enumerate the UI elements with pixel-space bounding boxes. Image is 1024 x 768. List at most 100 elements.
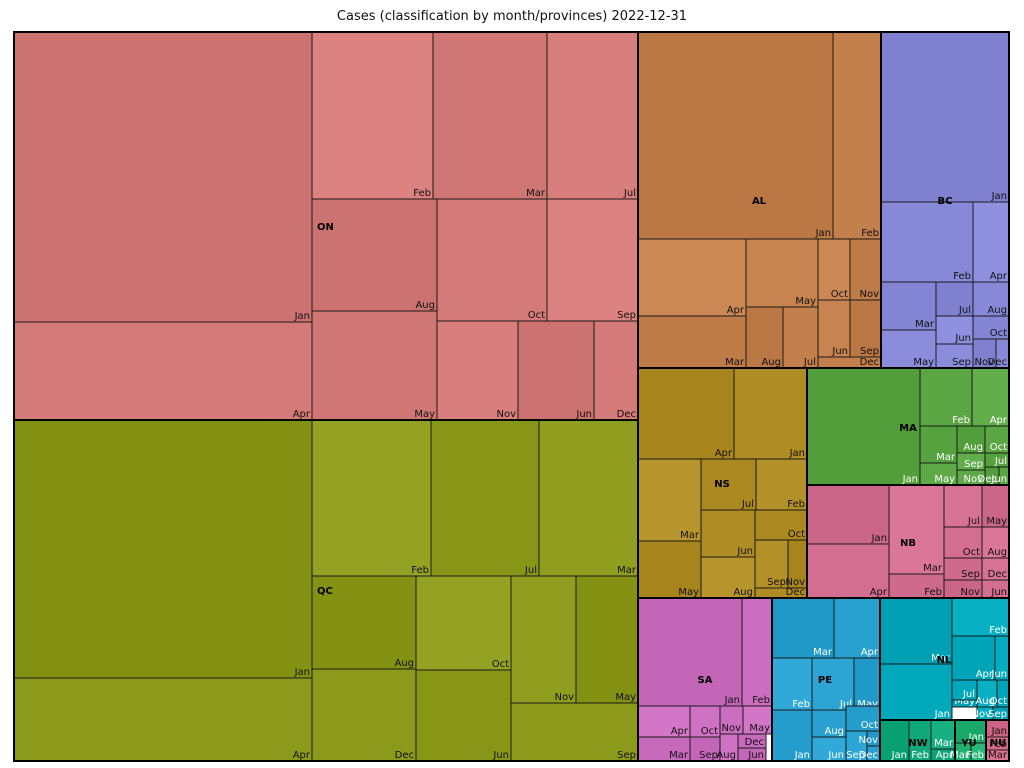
cell-on-mar bbox=[432, 31, 548, 200]
cell-label-bc-jun: Jun bbox=[954, 333, 971, 344]
cell-label-nu-feb: Feb bbox=[989, 739, 1007, 750]
cell-qc-feb bbox=[311, 419, 432, 577]
cell-al-may bbox=[745, 238, 819, 308]
cell-label-pe-may: May bbox=[857, 699, 878, 710]
cell-label-qc-feb: Feb bbox=[411, 565, 429, 576]
cell-label-bc-jul: Jul bbox=[958, 305, 971, 316]
cell-label-pe-jul: Jul bbox=[839, 699, 852, 710]
cell-label-nl-aug: Aug bbox=[975, 696, 995, 707]
cell-label-qc-jan: Jan bbox=[294, 667, 310, 678]
cell-bc-sep bbox=[935, 343, 974, 369]
province-label-al: AL bbox=[752, 196, 767, 207]
cell-ns-sep bbox=[754, 539, 789, 589]
cell-label-pe-dec: Dec bbox=[859, 750, 878, 761]
cell-label-qc-jul: Jul bbox=[524, 565, 537, 576]
province-sa: Jan Feb Apr Mar Oct Sep Nov May Dec Aug Jun SA bbox=[637, 597, 773, 762]
cell-label-al-jul: Jul bbox=[803, 357, 816, 368]
cell-ns-jul bbox=[700, 458, 757, 511]
cell-on-jul bbox=[546, 31, 639, 200]
cell-label-nb-dec: Dec bbox=[988, 569, 1007, 580]
cell-bc-feb bbox=[880, 201, 974, 283]
province-label-bc: BC bbox=[938, 196, 953, 207]
cell-label-bc-sep: Sep bbox=[952, 357, 971, 368]
cell-sa-oct bbox=[689, 705, 721, 738]
cell-al-apr bbox=[637, 238, 747, 317]
cell-ns-apr bbox=[637, 367, 735, 460]
cell-label-pe-oct: Oct bbox=[861, 720, 878, 731]
cell-on-nov bbox=[436, 320, 519, 421]
cell-label-ma-jul: Jul bbox=[994, 456, 1007, 467]
cell-label-ns-aug: Aug bbox=[733, 587, 753, 598]
cell-label-qc-mar: Mar bbox=[617, 565, 637, 576]
cell-nl-jan bbox=[879, 663, 953, 721]
province-label-on: ON bbox=[317, 222, 334, 233]
cell-label-pe-sep: Sep bbox=[846, 750, 865, 761]
cell-ma-mar bbox=[919, 425, 958, 464]
cell-label-ns-oct: Oct bbox=[788, 529, 805, 540]
cell-label-nw-mar: Mar bbox=[934, 738, 954, 749]
cell-al-nov bbox=[849, 238, 882, 301]
province-label-nl: NL bbox=[937, 655, 952, 666]
cell-nb-apr bbox=[806, 543, 890, 599]
cell-label-bc-dec: Dec bbox=[988, 357, 1007, 368]
cell-label-nl-feb: Feb bbox=[989, 625, 1007, 636]
cell-label-yu-feb: Feb bbox=[966, 750, 984, 761]
cell-label-ma-feb: Feb bbox=[952, 415, 970, 426]
cell-qc-may bbox=[575, 575, 639, 704]
cell-label-pe-nov: Nov bbox=[858, 735, 878, 746]
province-qc: Jan Apr Feb Jul Mar Aug Dec Oct Jun Nov May Sep QC bbox=[13, 419, 639, 762]
cell-label-ns-apr: Apr bbox=[715, 448, 733, 459]
cell-label-pe-jun: Jun bbox=[827, 750, 844, 761]
cell-label-pe-apr: Apr bbox=[861, 647, 879, 658]
province-label-nu: NU bbox=[990, 738, 1007, 749]
cell-label-qc-apr: Apr bbox=[293, 750, 311, 761]
cell-label-pe-feb: Feb bbox=[792, 699, 810, 710]
cell-qc-aug bbox=[311, 575, 417, 670]
cell-label-ma-oct: Oct bbox=[990, 442, 1007, 453]
cell-label-on-may: May bbox=[414, 409, 435, 420]
province-pe: Mar Apr Feb Jan Jul May Aug Jun Oct Sep Nov Dec PE bbox=[771, 597, 881, 762]
cell-label-nu-jan: Jan bbox=[991, 726, 1007, 737]
cell-ns-mar bbox=[637, 458, 702, 542]
cell-nw-jan bbox=[879, 719, 910, 762]
cell-qc-oct bbox=[415, 575, 512, 671]
cell-label-on-feb: Feb bbox=[413, 188, 431, 199]
cell-label-nl-apr: Apr bbox=[976, 669, 994, 680]
cell-label-nl-sep: Sep bbox=[988, 709, 1007, 720]
cell-label-pe-mar: Mar bbox=[813, 647, 833, 658]
cell-label-sa-apr: Apr bbox=[671, 726, 689, 737]
cell-label-ns-sep: Sep bbox=[767, 577, 786, 588]
cell-nl-feb bbox=[951, 597, 1010, 637]
cell-label-qc-nov: Nov bbox=[554, 692, 574, 703]
cell-label-qc-jun: Jun bbox=[492, 750, 509, 761]
cell-pe-may bbox=[853, 657, 881, 711]
cell-on-aug bbox=[311, 198, 438, 312]
cell-bc-apr bbox=[972, 201, 1010, 283]
cell-ns-oct bbox=[754, 509, 808, 541]
cell-label-al-oct: Oct bbox=[831, 289, 848, 300]
cell-label-sa-jun: Jun bbox=[747, 750, 764, 761]
cell-on-apr bbox=[13, 321, 313, 421]
cell-pe-mar bbox=[771, 597, 835, 659]
cell-pe-oct bbox=[845, 705, 881, 732]
cell-pe-jan bbox=[771, 709, 813, 762]
cell-label-nb-feb: Feb bbox=[924, 587, 942, 598]
cell-label-nb-may: May bbox=[986, 516, 1007, 527]
cell-on-sep bbox=[546, 198, 639, 322]
cell-on-oct bbox=[436, 198, 548, 322]
cell-label-qc-aug: Aug bbox=[394, 658, 414, 669]
cell-label-on-apr: Apr bbox=[293, 409, 311, 420]
cell-label-sa-jan: Jan bbox=[724, 695, 740, 706]
cell-label-ns-mar: Mar bbox=[680, 530, 700, 541]
cell-label-qc-dec: Dec bbox=[395, 750, 414, 761]
cell-label-ma-jun: Jun bbox=[990, 474, 1007, 485]
cell-label-ns-jan: Jan bbox=[789, 448, 805, 459]
cell-label-on-oct: Oct bbox=[528, 310, 545, 321]
cell-label-nw-jan: Jan bbox=[891, 750, 907, 761]
cell-pe-jun bbox=[811, 736, 847, 762]
cell-label-nb-jul: Jul bbox=[967, 516, 980, 527]
